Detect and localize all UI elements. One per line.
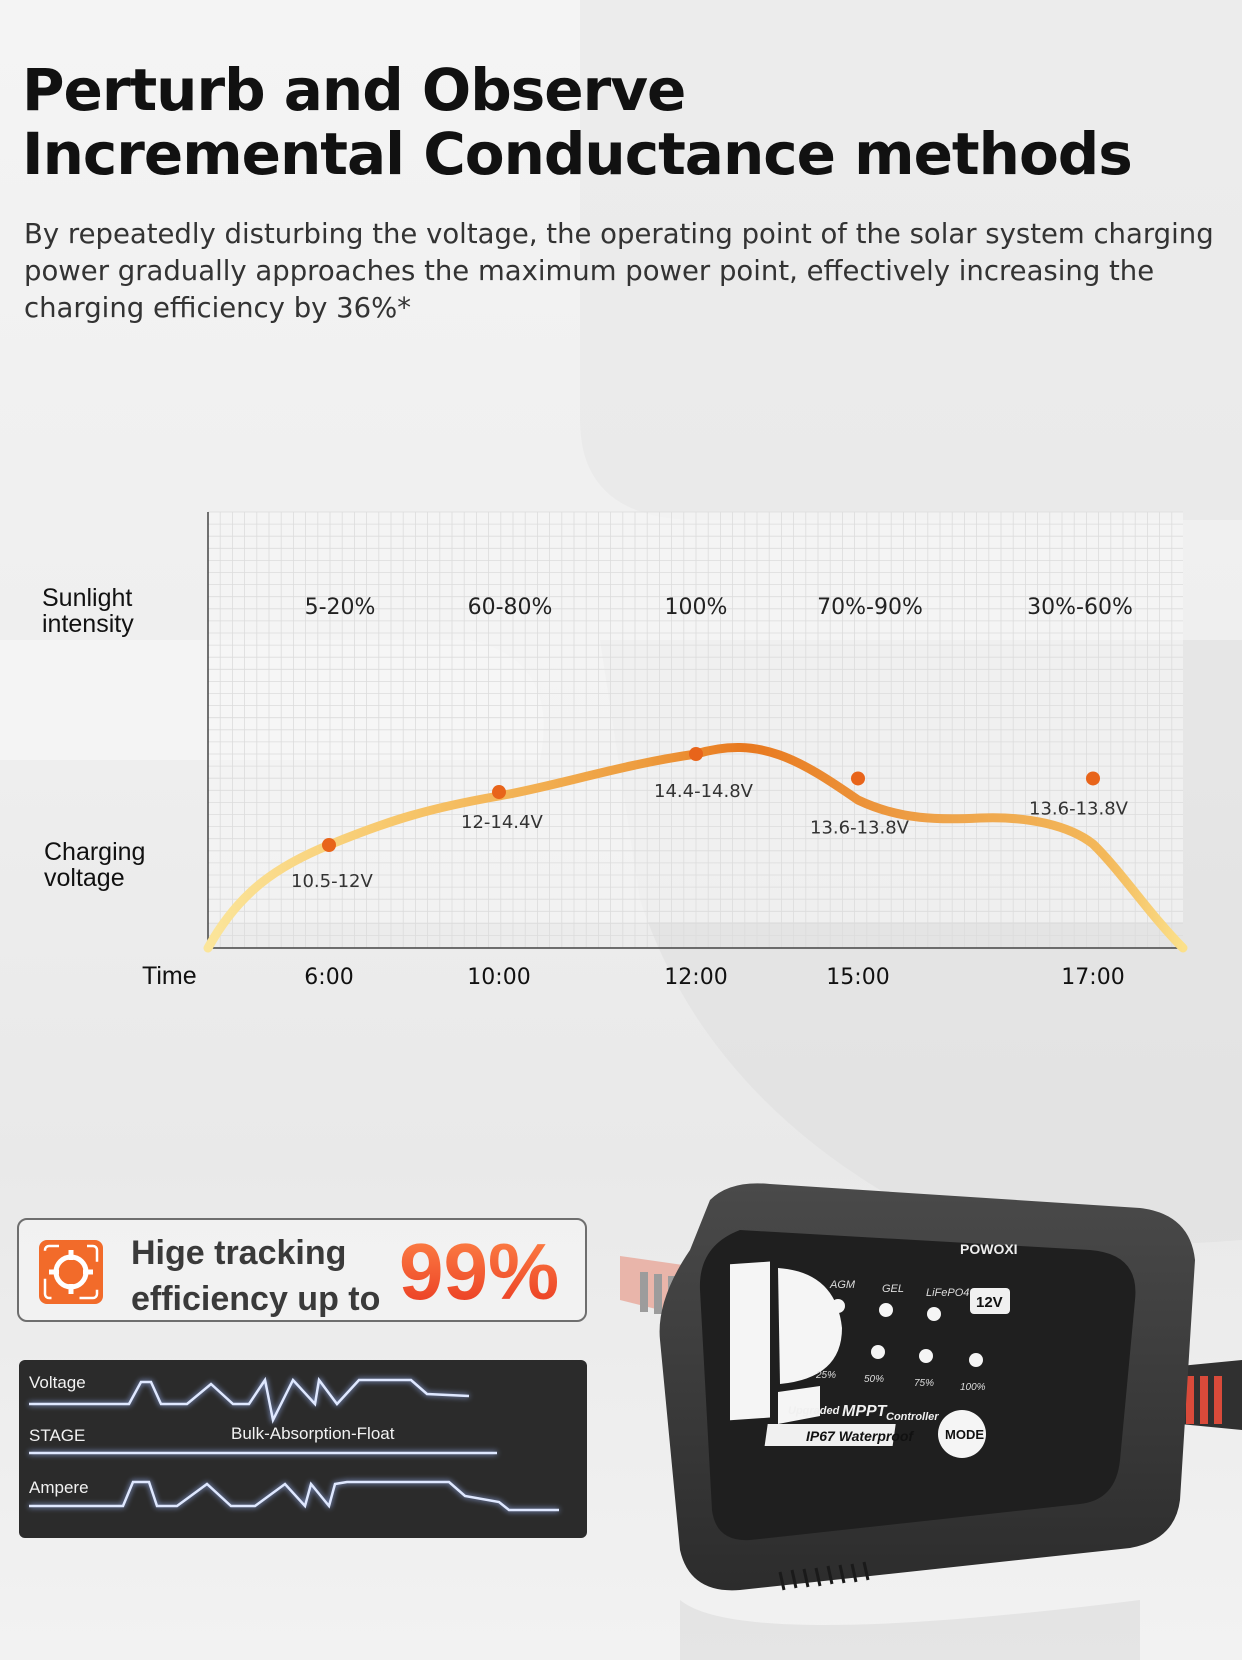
page-description: By repeatedly disturbing the voltage, th… xyxy=(24,218,1214,324)
voltage-point xyxy=(492,785,506,800)
mppt-controller-device: POWOXI AGM GEL LiFePO4 12V 25% 50% 75% 1… xyxy=(620,1183,1242,1660)
ampere-wave-label: Ampere xyxy=(29,1478,89,1497)
voltage-label-line1: Charging xyxy=(44,838,145,866)
device-vents xyxy=(778,1561,870,1591)
voltage-point xyxy=(1086,771,1100,786)
voltage-curve xyxy=(203,743,1188,953)
waterproof-badge xyxy=(764,1424,896,1446)
sunlight-label-line2: intensity xyxy=(42,610,134,638)
level-50: 50% xyxy=(864,1374,884,1385)
cable-right xyxy=(1180,1360,1242,1430)
mode-agm: AGM xyxy=(829,1279,856,1291)
voltage-badge-text: 12V xyxy=(976,1294,1003,1311)
x-tick-label: 6:00 xyxy=(304,965,353,990)
device-upgraded: Upgraded xyxy=(788,1405,840,1417)
tracking-line-2: efficiency up to xyxy=(131,1280,381,1318)
mode-lifepo4: LiFePO4 xyxy=(926,1287,969,1299)
x-tick-label: 12:00 xyxy=(664,965,727,990)
device-mppt: MPPT xyxy=(842,1403,888,1420)
mode-gel: GEL xyxy=(882,1283,904,1295)
tracking-text: Hige tracking efficiency up to xyxy=(131,1230,380,1322)
device-brand: POWOXI xyxy=(960,1241,1018,1257)
tracking-value: 99% xyxy=(399,1224,559,1320)
waveform-panel: Voltage STAGE Bulk-Absorption-Float Ampe… xyxy=(19,1360,587,1538)
voltage-badge xyxy=(970,1288,1010,1314)
mode-button[interactable] xyxy=(938,1410,986,1458)
stage-wave-label: STAGE xyxy=(29,1426,86,1445)
voltage-data-label: 13.6-13.8V xyxy=(1029,798,1129,819)
x-tick-label: 15:00 xyxy=(826,965,889,990)
sunlight-intensity-label: 100% xyxy=(665,595,728,620)
ampere-wave xyxy=(29,1480,559,1512)
stage-value: Bulk-Absorption-Float xyxy=(231,1424,395,1443)
x-tick-label: 10:00 xyxy=(467,965,530,990)
chart-plot-area xyxy=(208,512,1183,922)
voltage-wave xyxy=(29,1376,470,1424)
level-75: 75% xyxy=(914,1378,934,1389)
mode-button-label: MODE xyxy=(945,1427,984,1442)
status-leds xyxy=(823,1299,983,1367)
charging-chart: Sunlight intensity Charging voltage Time… xyxy=(42,511,1188,990)
target-icon xyxy=(39,1240,103,1304)
title-line-1: Perturb and Observe xyxy=(22,56,686,124)
voltage-data-label: 13.6-13.8V xyxy=(810,817,910,838)
tracking-efficiency-card: Hige tracking efficiency up to 99% xyxy=(17,1218,587,1322)
voltage-point xyxy=(851,771,865,786)
voltage-label-line2: voltage xyxy=(44,864,125,892)
chart-grid xyxy=(207,511,1183,949)
voltage-point xyxy=(322,838,336,852)
sunlight-intensity-label: 5-20% xyxy=(305,595,376,620)
device-logo-icon xyxy=(730,1261,842,1424)
voltage-data-label: 12-14.4V xyxy=(461,812,543,833)
x-tick-label: 17:00 xyxy=(1061,965,1124,990)
level-100: 100% xyxy=(960,1382,986,1393)
page-title: Perturb and Observe Incremental Conducta… xyxy=(22,56,1133,188)
chart-marks: 6:00 5-20% 10.5-12V 10:00 60-80% 12-14.4V 12:0… xyxy=(291,595,1133,990)
sunlight-intensity-label: 60-80% xyxy=(468,595,553,620)
title-line-2: Incremental Conductance methods xyxy=(22,120,1133,188)
voltage-point xyxy=(689,747,703,761)
voltage-data-label: 14.4-14.8V xyxy=(654,781,754,802)
time-label: Time xyxy=(142,962,197,990)
sunlight-intensity-label: 30%-60% xyxy=(1027,595,1133,620)
sunlight-intensity-label: 70%-90% xyxy=(817,595,923,620)
waterproof-text: IP67 Waterproof xyxy=(806,1428,914,1444)
tracking-line-1: Hige tracking xyxy=(131,1234,347,1272)
sunlight-label-line1: Sunlight xyxy=(42,584,132,612)
voltage-data-label: 10.5-12V xyxy=(291,871,373,892)
level-25: 25% xyxy=(815,1370,836,1381)
voltage-wave-label: Voltage xyxy=(29,1373,86,1392)
waveform-lines xyxy=(29,1376,559,1512)
device-controller: Controller xyxy=(886,1411,939,1423)
